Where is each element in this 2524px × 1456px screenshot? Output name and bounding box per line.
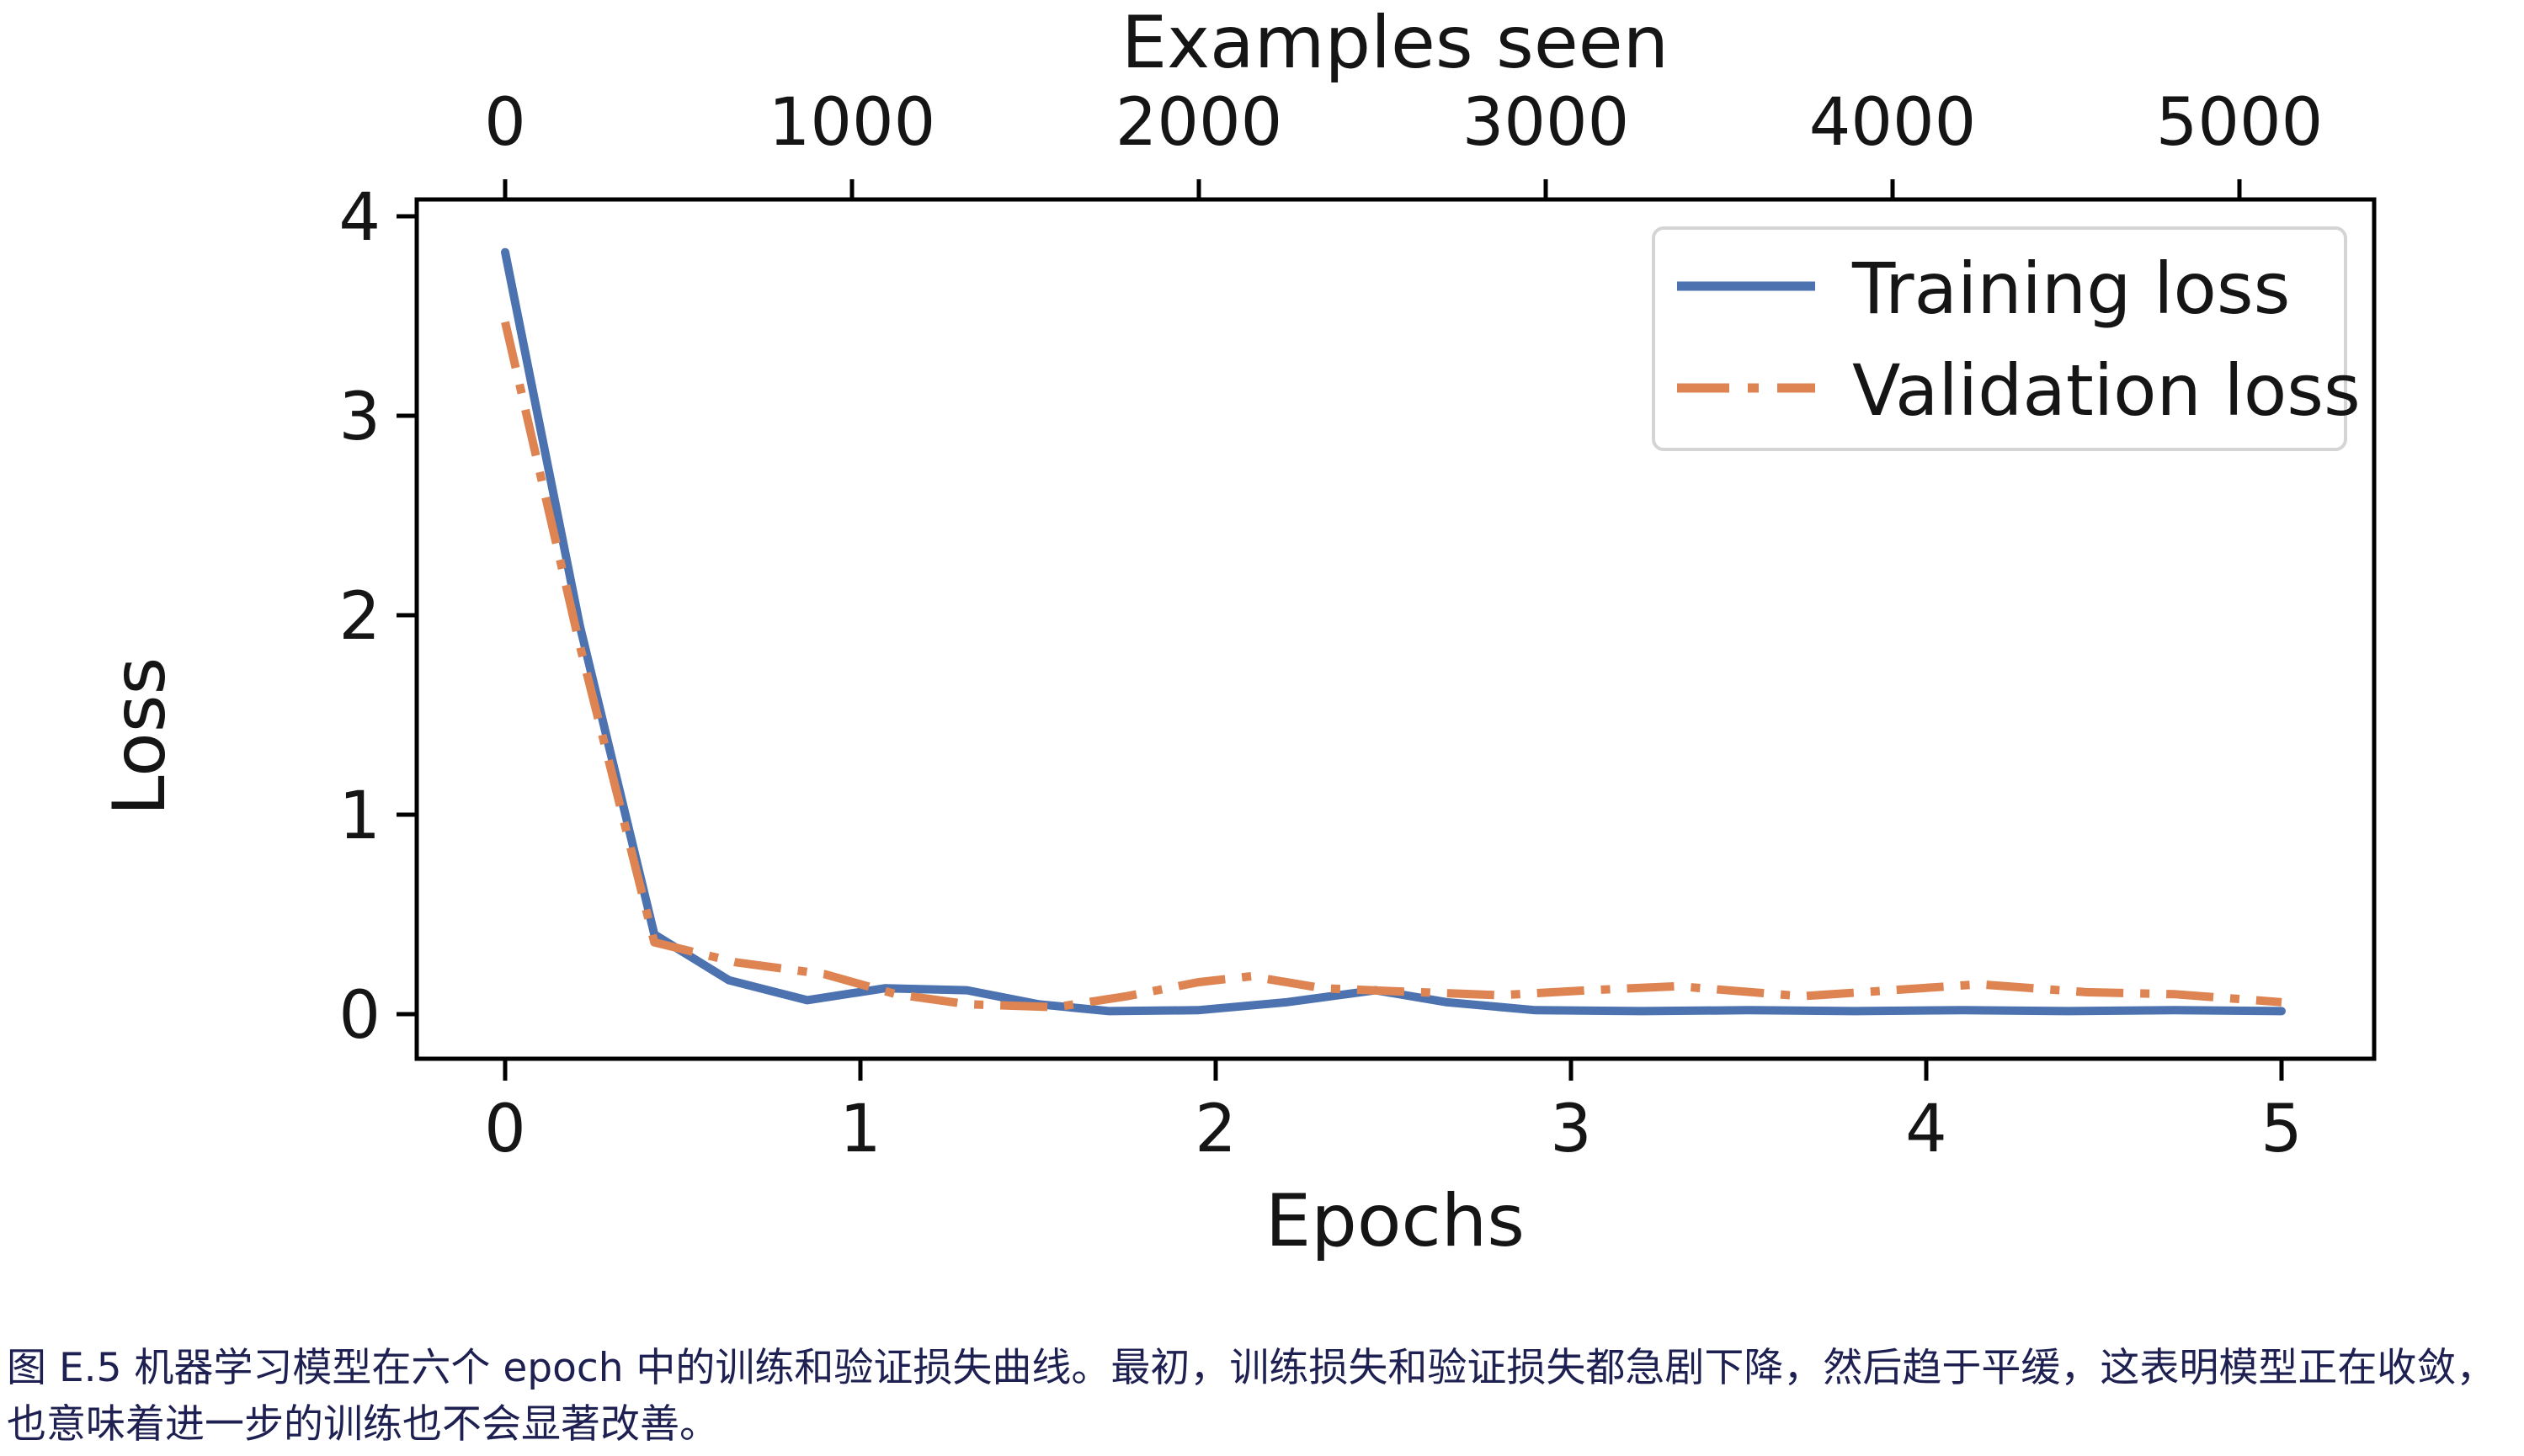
x-axis-title: Epochs xyxy=(1265,1179,1525,1263)
top-tick-label: 1000 xyxy=(769,85,936,161)
top-tick-label: 5000 xyxy=(2156,85,2324,161)
figure-caption: 图 E.5 机器学习模型在六个 epoch 中的训练和验证损失曲线。最初，训练损… xyxy=(7,1345,2496,1448)
y-tick-label: 0 xyxy=(338,978,381,1054)
top-tick-label: 2000 xyxy=(1116,85,1283,161)
training-loss-line xyxy=(501,247,2286,1016)
x-tick-label: 5 xyxy=(2260,1092,2303,1167)
legend-label-validation: Validation loss xyxy=(1852,349,2361,432)
top-tick-label: 4000 xyxy=(1809,85,1977,161)
x-tick-label: 3 xyxy=(1550,1092,1592,1167)
top-axis-title: Examples seen xyxy=(1121,1,1669,85)
x-tick-label: 1 xyxy=(839,1092,881,1167)
legend-box xyxy=(1652,226,2347,451)
chart-background xyxy=(0,0,2524,1296)
top-tick-label: 0 xyxy=(484,85,526,161)
x-tick-label: 4 xyxy=(1905,1092,1947,1167)
y-axis-title: Loss xyxy=(98,657,182,816)
bottom-tick-marks xyxy=(503,1059,2284,1081)
top-tick-marks xyxy=(503,179,2242,199)
plot-border xyxy=(414,197,2377,1061)
x-tick-label: 2 xyxy=(1195,1092,1237,1167)
y-tick-label: 2 xyxy=(338,579,381,655)
legend-label-training: Training loss xyxy=(1851,247,2290,330)
y-tick-label: 1 xyxy=(338,778,381,854)
left-tick-marks xyxy=(397,214,417,1017)
legend: Training loss Validation loss xyxy=(1652,226,2361,451)
y-tick-label: 4 xyxy=(338,180,381,256)
y-tick-label: 3 xyxy=(338,380,381,455)
validation-loss-line xyxy=(501,321,2282,1012)
top-tick-label: 3000 xyxy=(1462,85,1630,161)
loss-chart: Examples seen 0 1000 2000 3000 4000 5000… xyxy=(0,0,2524,1296)
x-tick-label: 0 xyxy=(484,1092,526,1167)
